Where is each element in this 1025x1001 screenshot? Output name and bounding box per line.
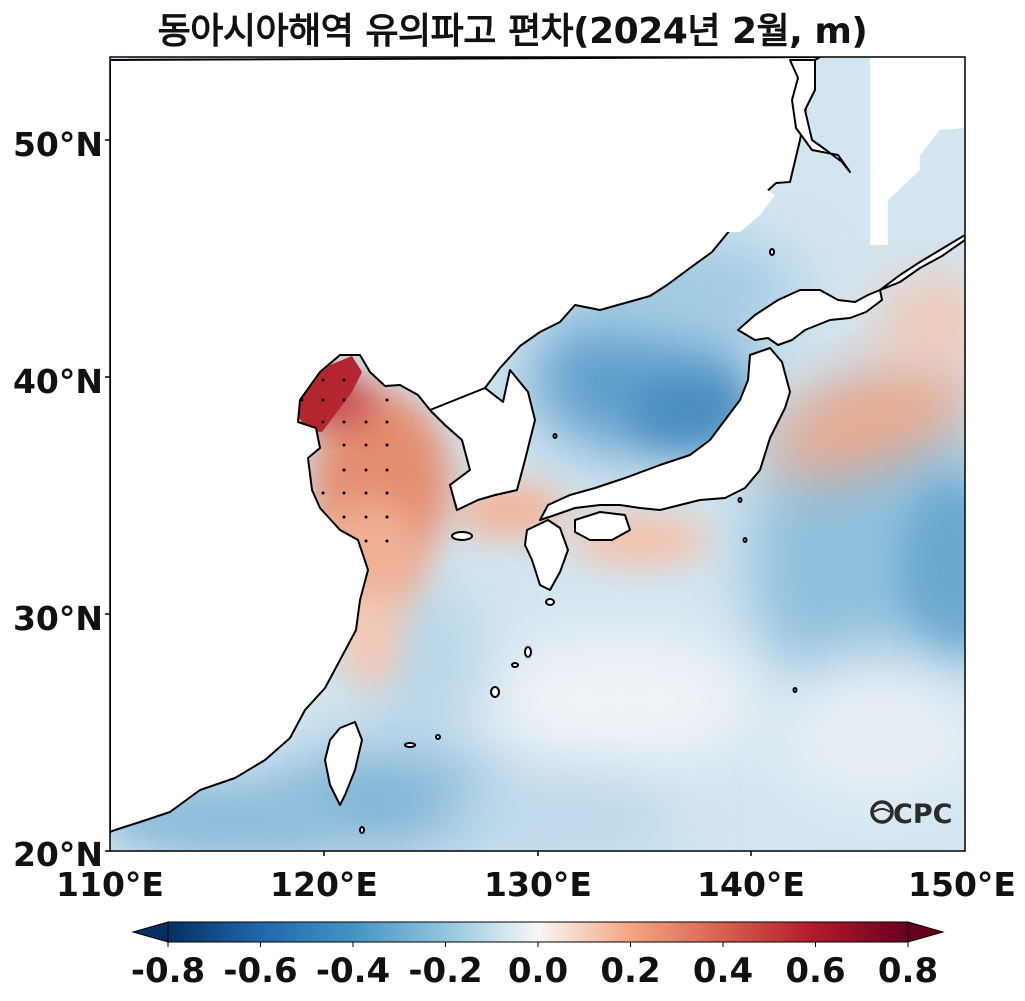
lon-tick-150: 150°E bbox=[908, 865, 1016, 904]
colorbar-high-extend bbox=[907, 921, 945, 943]
lon-axis: 110°E 120°E 130°E 140°E 150°E bbox=[56, 851, 1016, 904]
lat-axis: 20°N 30°N 40°N 50°N bbox=[13, 125, 110, 874]
colorbar-tick-label: -0.8 bbox=[131, 951, 205, 991]
no-data-region bbox=[870, 57, 965, 245]
colorbar-tick-label: -0.4 bbox=[316, 951, 390, 991]
colorbar-tick-label: -0.6 bbox=[223, 951, 297, 991]
colorbar-tick-label: 0.2 bbox=[600, 951, 660, 991]
lon-tick-130: 130°E bbox=[484, 865, 592, 904]
significance-dots bbox=[300, 378, 389, 543]
colorbar-tick-label: 0.8 bbox=[878, 951, 938, 991]
colorbar-tick-label: -0.2 bbox=[408, 951, 482, 991]
map-panel: CPC bbox=[110, 57, 965, 851]
ocpc-logo-text: CPC bbox=[893, 799, 952, 830]
land bbox=[110, 57, 965, 834]
lon-tick-110: 110°E bbox=[56, 865, 164, 904]
colorbar-tick-label: 0.4 bbox=[693, 951, 753, 991]
colorbar-tick-label: 0.6 bbox=[785, 951, 845, 991]
colorbar: -0.8 -0.6 -0.4 -0.2 0.0 0.2 0.4 0.6 0.8 bbox=[131, 921, 945, 991]
lat-tick-40: 40°N bbox=[13, 362, 103, 401]
lon-tick-140: 140°E bbox=[697, 865, 805, 904]
colorbar-tick-label: 0.0 bbox=[508, 951, 568, 991]
lat-tick-20: 20°N bbox=[13, 835, 103, 874]
lat-tick-30: 30°N bbox=[13, 599, 103, 638]
no-data-region bbox=[720, 185, 775, 232]
ocpc-logo: CPC bbox=[870, 799, 952, 830]
lat-tick-50: 50°N bbox=[13, 125, 103, 164]
colorbar-gradient bbox=[167, 921, 909, 943]
lon-tick-120: 120°E bbox=[270, 865, 378, 904]
colorbar-low-extend bbox=[131, 921, 169, 943]
map-title: 동아시아해역 유의파고 편차(2024년 2월, m) bbox=[157, 11, 868, 52]
